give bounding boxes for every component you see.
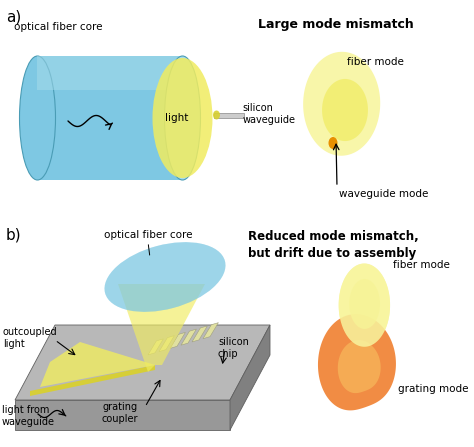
Polygon shape (118, 284, 205, 372)
Ellipse shape (105, 242, 226, 312)
Text: waveguide mode: waveguide mode (339, 189, 428, 199)
Text: grating
coupler: grating coupler (102, 402, 138, 424)
Ellipse shape (19, 56, 55, 180)
Text: silicon
waveguide: silicon waveguide (243, 103, 295, 125)
Polygon shape (15, 325, 270, 400)
Polygon shape (15, 400, 230, 430)
Bar (37, 56, 182, 180)
Polygon shape (339, 264, 390, 347)
Bar (37, 56, 182, 90)
Polygon shape (192, 326, 208, 342)
Text: optical fiber core: optical fiber core (14, 22, 102, 32)
Text: light from
waveguide: light from waveguide (2, 405, 55, 426)
Text: b): b) (6, 227, 22, 242)
Text: a): a) (6, 10, 21, 25)
Ellipse shape (153, 58, 212, 178)
Polygon shape (230, 325, 270, 430)
Polygon shape (303, 52, 380, 156)
Text: Reduced mode mismatch,
but drift due to assembly: Reduced mode mismatch, but drift due to … (248, 230, 419, 260)
Polygon shape (349, 279, 380, 329)
Polygon shape (339, 264, 390, 347)
Polygon shape (322, 79, 368, 141)
Ellipse shape (164, 56, 201, 180)
Polygon shape (181, 329, 196, 345)
Polygon shape (170, 333, 185, 348)
Text: silicon
chip: silicon chip (218, 337, 249, 358)
Polygon shape (159, 336, 174, 352)
Bar (215, 113, 245, 118)
Polygon shape (40, 342, 155, 387)
Text: light: light (165, 113, 188, 123)
Text: Large mode mismatch: Large mode mismatch (258, 18, 414, 31)
Text: fiber mode: fiber mode (347, 57, 404, 67)
Text: optical fiber core: optical fiber core (104, 230, 192, 240)
Polygon shape (148, 339, 164, 355)
Text: grating mode: grating mode (398, 384, 468, 394)
Polygon shape (318, 314, 396, 410)
Polygon shape (338, 340, 381, 393)
Text: fiber mode: fiber mode (393, 260, 450, 270)
Ellipse shape (105, 242, 226, 312)
Ellipse shape (328, 137, 337, 149)
Text: outcoupled
light: outcoupled light (3, 327, 58, 349)
Polygon shape (30, 365, 155, 396)
Ellipse shape (213, 110, 220, 119)
Polygon shape (203, 323, 219, 339)
